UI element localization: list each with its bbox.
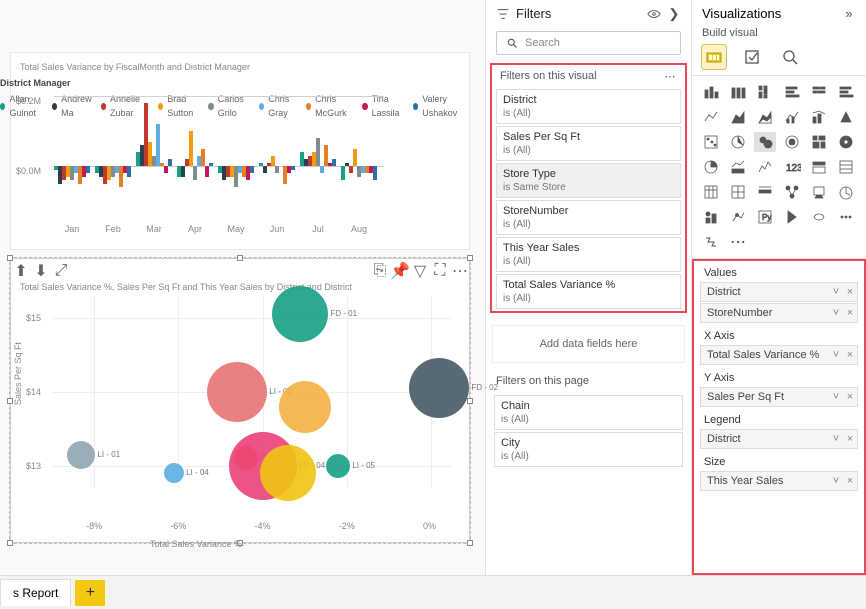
copy-icon[interactable]: ⎘ [373, 264, 387, 278]
scatter-plot: FD - 01FD - 02LI - 02LI - 01LI - 04FD - … [52, 296, 452, 508]
viz-type-icon[interactable] [835, 182, 857, 202]
viz-type-icon[interactable] [700, 232, 722, 252]
more-icon[interactable]: ⋯ [663, 69, 677, 83]
bar-chart-title: Total Sales Variance by FiscalMonth and … [20, 62, 250, 72]
viz-type-icon[interactable] [808, 157, 830, 177]
viz-type-icon[interactable] [835, 207, 857, 227]
viz-type-icon[interactable] [781, 182, 803, 202]
build-visual-label: Build visual [692, 27, 866, 43]
viz-type-icon[interactable] [835, 82, 857, 102]
filters-on-page-label: Filters on this page [486, 369, 691, 393]
filters-on-visual-section: Filters on this visual ⋯ Districtis (All… [490, 63, 687, 313]
filter-card[interactable]: Total Sales Variance %is (All) [496, 274, 681, 309]
viz-type-icon[interactable] [700, 107, 722, 127]
viz-type-icon[interactable] [700, 207, 722, 227]
expand-icon[interactable]: ⤢ [54, 264, 68, 278]
viz-type-icon[interactable] [781, 107, 803, 127]
viz-type-icon[interactable] [727, 82, 749, 102]
viz-type-icon[interactable] [781, 207, 803, 227]
scatter-x-label: Total Sales Variance % [150, 539, 242, 549]
filter-card[interactable]: Cityis (All) [494, 432, 683, 467]
filter-card[interactable]: Store Typeis Same Store [496, 163, 681, 198]
filter-card[interactable]: This Year Salesis (All) [496, 237, 681, 272]
filters-pane: Filters ❯ Search Filters on this visual … [485, 0, 692, 575]
viz-type-icon[interactable] [808, 132, 830, 152]
viz-type-icon[interactable] [835, 157, 857, 177]
page-tabs: s Report + [0, 575, 866, 609]
viz-type-icon[interactable] [727, 107, 749, 127]
viz-type-icon[interactable] [700, 157, 722, 177]
filter-search[interactable]: Search [496, 31, 681, 55]
viz-type-icon[interactable]: Py [754, 207, 776, 227]
field-well[interactable]: Sales Per Sq Ft˅× [700, 387, 858, 407]
field-wells: ValuesDistrict˅×StoreNumber˅×X AxisTotal… [692, 259, 866, 575]
report-tab[interactable]: s Report [0, 579, 71, 606]
viz-type-gallery: 123 Py ⋯ [692, 76, 866, 259]
field-well[interactable]: StoreNumber˅× [700, 303, 858, 323]
viz-type-icon[interactable] [808, 107, 830, 127]
focus-icon[interactable]: ⛶ [433, 264, 447, 278]
eye-icon[interactable] [647, 7, 661, 21]
analytics-tab[interactable] [778, 45, 802, 69]
viz-type-icon[interactable] [754, 132, 776, 152]
viz-type-icon[interactable]: 123 [781, 157, 803, 177]
well-label: Y Axis [694, 366, 864, 386]
field-well[interactable]: District˅× [700, 282, 858, 302]
drill-up-icon[interactable]: ⬆ [14, 264, 28, 278]
viz-type-icon[interactable] [727, 207, 749, 227]
well-label: Legend [694, 408, 864, 428]
viz-type-icon[interactable] [754, 82, 776, 102]
add-page-button[interactable]: + [75, 580, 105, 606]
search-icon [505, 36, 519, 50]
viz-type-icon[interactable] [781, 132, 803, 152]
svg-text:123: 123 [786, 163, 801, 174]
filter-card[interactable]: Sales Per Sq Ftis (All) [496, 126, 681, 161]
collapse-icon[interactable]: ❯ [667, 7, 681, 21]
viz-type-icon[interactable] [781, 82, 803, 102]
field-well[interactable]: District˅× [700, 429, 858, 449]
bar-chart-plot: JanFebMarAprMayJunJulAug [54, 90, 384, 220]
scatter-toolbar-left: ⬆ ⬇ ⤢ [14, 264, 68, 278]
pin-icon[interactable]: 📌 [393, 264, 407, 278]
more-icon[interactable]: ⋯ [453, 264, 467, 278]
drill-down-icon[interactable]: ⬇ [34, 264, 48, 278]
viz-type-icon[interactable] [835, 132, 857, 152]
filters-title: Filters [516, 6, 551, 21]
filter-pane-icon [496, 7, 510, 21]
viz-type-icon[interactable] [754, 107, 776, 127]
viz-type-icon[interactable] [727, 182, 749, 202]
viz-type-icon[interactable] [808, 82, 830, 102]
well-label: Values [694, 261, 864, 281]
viz-type-icon[interactable] [700, 132, 722, 152]
filter-icon[interactable]: ▽ [413, 264, 427, 278]
scatter-toolbar-right: ⎘ 📌 ▽ ⛶ ⋯ [373, 264, 467, 278]
visualizations-pane: Visualizations » Build visual 123 Py ⋯ Val… [692, 0, 866, 575]
well-label: X Axis [694, 324, 864, 344]
viz-type-icon[interactable] [700, 82, 722, 102]
viz-type-icon[interactable] [754, 182, 776, 202]
filter-card[interactable]: StoreNumberis (All) [496, 200, 681, 235]
viz-type-icon[interactable] [700, 182, 722, 202]
viz-type-icon[interactable] [808, 182, 830, 202]
field-well[interactable]: Total Sales Variance %˅× [700, 345, 858, 365]
svg-text:Py: Py [762, 213, 771, 222]
scatter-y-label: Sales Per Sq Ft [13, 342, 23, 405]
well-label: Size [694, 450, 864, 470]
viz-title: Visualizations [702, 6, 781, 21]
report-canvas[interactable]: Total Sales Variance by FiscalMonth and … [0, 0, 485, 575]
viz-type-icon[interactable] [727, 132, 749, 152]
build-tab[interactable] [702, 45, 726, 69]
viz-type-icon[interactable] [727, 157, 749, 177]
viz-type-icon[interactable] [754, 157, 776, 177]
filter-card[interactable]: Chainis (All) [494, 395, 683, 430]
viz-type-icon[interactable] [835, 107, 857, 127]
more-viz-icon[interactable]: ⋯ [727, 232, 749, 252]
filter-card[interactable]: Districtis (All) [496, 89, 681, 124]
viz-type-icon[interactable] [808, 207, 830, 227]
add-fields-drop[interactable]: Add data fields here [492, 325, 685, 363]
field-well[interactable]: This Year Sales˅× [700, 471, 858, 491]
collapse-icon[interactable]: » [842, 7, 856, 21]
format-tab[interactable] [740, 45, 764, 69]
